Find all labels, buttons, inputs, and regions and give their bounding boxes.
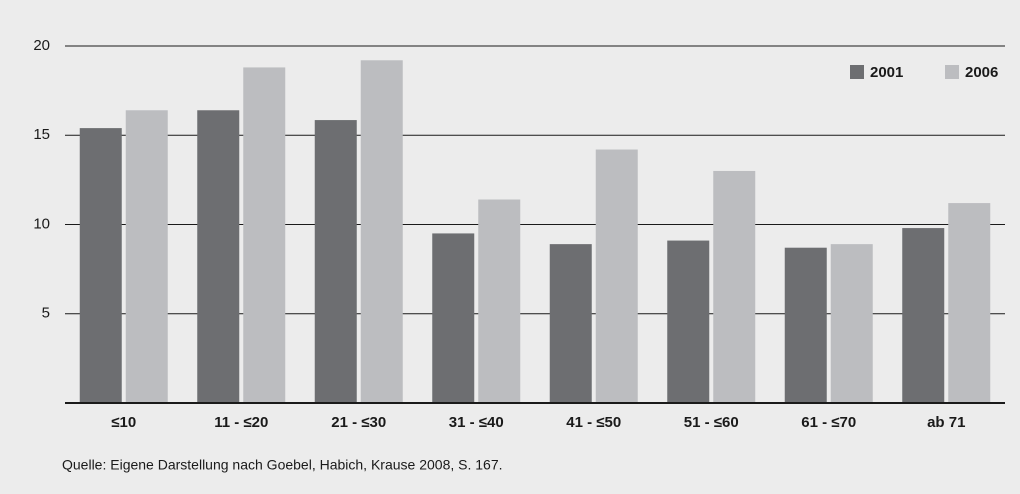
bar <box>360 60 403 403</box>
bar <box>902 228 945 403</box>
legend-label: 2006 <box>965 64 998 81</box>
bar <box>948 203 991 403</box>
legend-swatch <box>850 65 864 79</box>
legend-label: 2001 <box>870 64 903 81</box>
x-tick-label: ≤10 <box>111 414 136 431</box>
x-tick-label: 31 - ≤40 <box>449 414 504 431</box>
x-tick-label: 11 - ≤20 <box>214 414 268 431</box>
bar <box>197 110 240 403</box>
bar <box>432 233 475 403</box>
bar <box>79 128 122 404</box>
bar <box>667 240 710 403</box>
bar <box>595 149 638 403</box>
bar <box>125 110 168 403</box>
bar <box>314 120 357 403</box>
bar <box>478 199 521 403</box>
source-note: Quelle: Eigene Darstellung nach Goebel, … <box>62 457 503 473</box>
x-tick-label: ab 71 <box>927 414 965 431</box>
x-tick-label: 51 - ≤60 <box>684 414 739 431</box>
bar <box>830 244 873 403</box>
y-tick-label: 5 <box>42 305 50 322</box>
x-tick-label: 61 - ≤70 <box>801 414 856 431</box>
bar <box>784 247 827 403</box>
y-tick-label: 15 <box>33 126 50 143</box>
bar <box>713 170 756 403</box>
y-tick-label: 20 <box>33 37 50 54</box>
bar <box>549 244 592 403</box>
bar <box>243 67 286 404</box>
legend-swatch <box>945 65 959 79</box>
x-tick-label: 21 - ≤30 <box>331 414 386 431</box>
x-tick-label: 41 - ≤50 <box>566 414 621 431</box>
y-tick-label: 10 <box>33 215 50 232</box>
